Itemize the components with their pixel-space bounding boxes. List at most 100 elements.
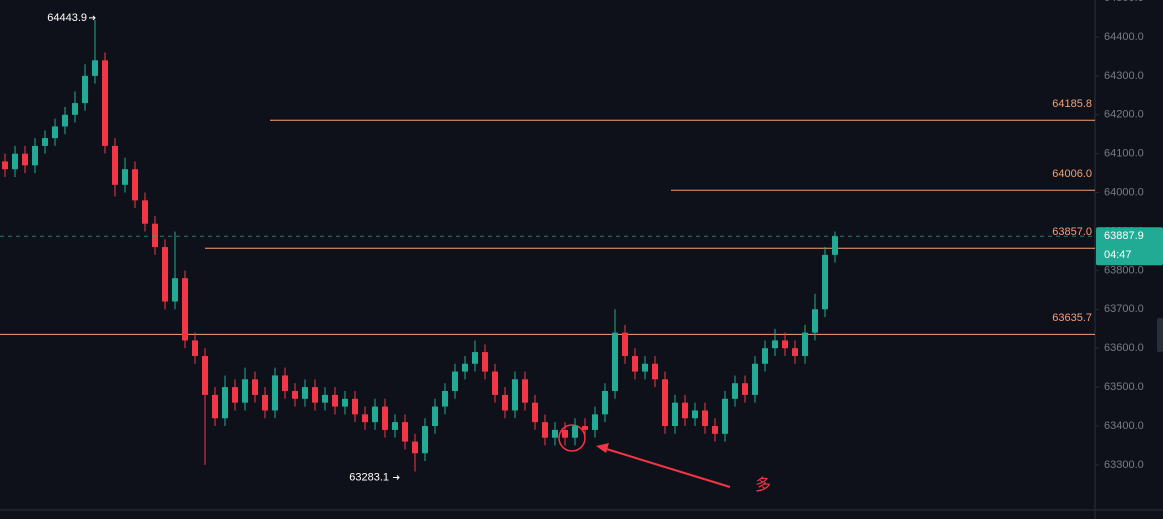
candle-body <box>212 394 218 419</box>
candle-body <box>42 138 48 146</box>
candle-body <box>802 332 808 356</box>
candle-body <box>362 414 368 423</box>
candle-body <box>472 352 478 364</box>
y-tick-label: 64000.0 <box>1104 186 1144 198</box>
y-tick-label: 64200.0 <box>1104 109 1144 121</box>
candle-body <box>492 371 498 395</box>
candle-body <box>632 355 638 372</box>
candle-body <box>82 75 88 104</box>
y-tick-label: 63500.0 <box>1104 381 1144 393</box>
high-label: 64443.9 <box>47 12 87 24</box>
candle-body <box>742 383 748 395</box>
candle-body <box>812 309 818 333</box>
y-tick-label: 64500.0 <box>1104 0 1144 4</box>
y-tick-label: 63300.0 <box>1104 459 1144 471</box>
candle-body <box>132 169 138 201</box>
y-tick-label: 63700.0 <box>1104 303 1144 315</box>
annotation-text: 多 <box>755 476 771 494</box>
candle-body <box>782 340 788 349</box>
candle-body <box>152 223 158 248</box>
candle-body <box>422 426 428 454</box>
y-tick-label: 64100.0 <box>1104 148 1144 160</box>
candle-body <box>402 422 408 442</box>
candle-body <box>102 60 108 146</box>
candle-body <box>692 410 698 419</box>
candle-body <box>792 348 798 356</box>
candle-body <box>312 387 318 403</box>
candle-body <box>52 126 58 139</box>
arrow-head <box>596 443 609 453</box>
high-arrow <box>89 15 96 21</box>
candle-body <box>242 379 248 403</box>
candle-body <box>2 161 8 170</box>
candle-body <box>432 406 438 427</box>
y-tick-label: 63400.0 <box>1104 420 1144 432</box>
candle-body <box>682 402 688 419</box>
candle-body <box>192 340 198 356</box>
candle-body <box>62 114 68 127</box>
annotation-arrow <box>599 446 731 488</box>
candle-body <box>702 410 708 427</box>
candle-body <box>122 169 128 185</box>
candle-body <box>672 402 678 427</box>
candle-body <box>652 363 658 380</box>
level-label: 64006.0 <box>1052 168 1092 180</box>
candle-body <box>332 394 338 407</box>
candle-body <box>722 398 728 434</box>
low-arrow <box>393 475 400 480</box>
candle-body <box>552 429 558 438</box>
candle-body <box>162 247 168 302</box>
candle-body <box>832 236 838 255</box>
candle-body <box>582 426 588 430</box>
candle-body <box>452 371 458 392</box>
candle-body <box>182 278 188 341</box>
candle-body <box>572 426 578 438</box>
candle-body <box>292 391 298 399</box>
candle-body <box>612 332 618 392</box>
candle-body <box>352 398 358 415</box>
y-tick-label: 64300.0 <box>1104 70 1144 82</box>
level-label: 63857.0 <box>1052 226 1092 238</box>
candle-body <box>462 363 468 372</box>
y-tick-label: 64400.0 <box>1104 31 1144 43</box>
candle-body <box>412 441 418 454</box>
candle-body <box>262 394 268 411</box>
candle-body <box>732 383 738 399</box>
candle-body <box>822 254 828 310</box>
candle-body <box>12 153 18 170</box>
side-tab[interactable] <box>1157 318 1163 352</box>
candle-body <box>772 340 778 349</box>
candle-body <box>112 145 118 185</box>
countdown-label: 04:47 <box>1104 249 1132 261</box>
candle-body <box>302 387 308 399</box>
candle-body <box>542 422 548 438</box>
candle-body <box>222 387 228 419</box>
candle-body <box>442 391 448 407</box>
candle-body <box>372 406 378 423</box>
candle-body <box>512 379 518 411</box>
candle-body <box>592 414 598 430</box>
candle-body <box>602 391 608 415</box>
candle-body <box>32 145 38 166</box>
circle-marker <box>558 424 586 452</box>
y-tick-label: 63600.0 <box>1104 342 1144 354</box>
level-label: 64185.8 <box>1052 98 1092 110</box>
level-label: 63635.7 <box>1052 312 1092 324</box>
last-price-box <box>1096 227 1163 266</box>
candle-body <box>92 60 98 76</box>
candle-body <box>712 426 718 434</box>
candle-body <box>502 394 508 411</box>
candle-body <box>232 387 238 403</box>
candle-body <box>382 406 388 430</box>
low-label: 63283.1 <box>349 471 389 483</box>
candle-body <box>22 153 28 166</box>
candle-body <box>662 379 668 427</box>
candle-body <box>642 363 648 372</box>
candle-body <box>532 402 538 423</box>
candle-body <box>272 375 278 411</box>
candle-body <box>522 379 528 403</box>
candle-body <box>482 352 488 372</box>
